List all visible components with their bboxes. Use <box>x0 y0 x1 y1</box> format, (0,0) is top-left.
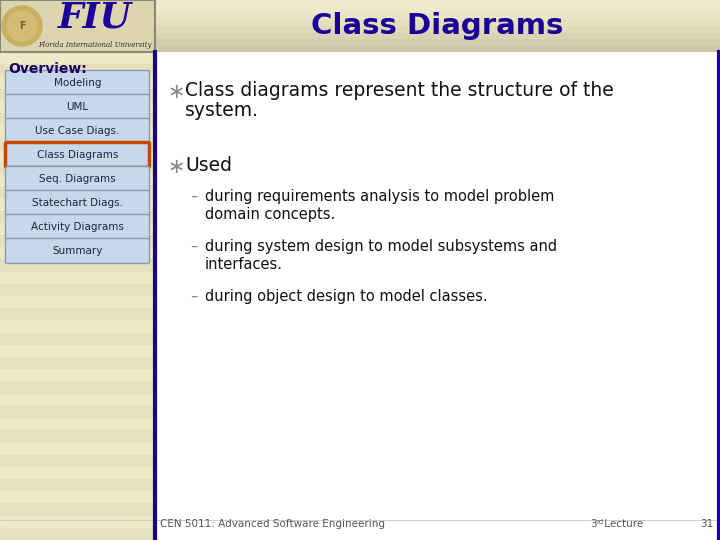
Circle shape <box>7 11 37 41</box>
Text: UML: UML <box>66 102 89 112</box>
Bar <box>0 39 720 45</box>
Bar <box>0 467 155 479</box>
Bar <box>0 247 155 259</box>
Bar <box>0 516 155 528</box>
Text: Florida International University: Florida International University <box>38 41 152 49</box>
Bar <box>0 137 155 150</box>
Text: Seq. Diagrams: Seq. Diagrams <box>39 174 116 184</box>
Bar <box>0 333 155 345</box>
Bar <box>0 0 155 52</box>
Text: Modeling: Modeling <box>54 78 102 88</box>
Bar <box>0 284 155 296</box>
Bar <box>0 296 155 308</box>
Bar <box>0 491 155 503</box>
Bar <box>0 503 155 516</box>
Text: Lecture: Lecture <box>601 519 643 529</box>
Bar <box>0 162 155 174</box>
Text: interfaces.: interfaces. <box>205 257 283 272</box>
Bar <box>0 455 155 467</box>
Bar <box>0 186 155 198</box>
Text: Summary: Summary <box>53 246 103 256</box>
Text: during object design to model classes.: during object design to model classes. <box>205 289 487 304</box>
Bar <box>0 272 155 284</box>
Bar <box>0 320 155 333</box>
Text: ∗: ∗ <box>167 82 184 102</box>
Bar <box>0 101 155 113</box>
Bar <box>0 345 155 357</box>
Bar <box>0 381 155 394</box>
Text: Used: Used <box>185 156 232 175</box>
Bar <box>0 89 155 101</box>
Bar <box>0 528 155 540</box>
Bar <box>0 442 155 455</box>
Bar <box>0 418 155 430</box>
Text: domain concepts.: domain concepts. <box>205 207 336 222</box>
Bar <box>0 52 155 64</box>
Bar <box>0 76 155 89</box>
FancyBboxPatch shape <box>6 191 150 215</box>
Bar <box>0 0 720 6</box>
Bar <box>0 394 155 406</box>
Bar <box>0 6 720 13</box>
Bar <box>0 479 155 491</box>
Bar <box>155 52 720 540</box>
Text: ∗: ∗ <box>167 157 184 177</box>
FancyBboxPatch shape <box>6 118 150 144</box>
Text: CEN 5011: Advanced Software Engineering: CEN 5011: Advanced Software Engineering <box>160 519 385 529</box>
Text: during requirements analysis to model problem: during requirements analysis to model pr… <box>205 189 554 204</box>
FancyBboxPatch shape <box>6 143 150 167</box>
Bar <box>0 19 720 26</box>
Text: F: F <box>19 21 25 31</box>
Text: Class Diagrams: Class Diagrams <box>311 12 563 40</box>
FancyBboxPatch shape <box>6 166 150 192</box>
Bar <box>0 223 155 235</box>
Bar <box>0 174 155 186</box>
Text: Overview:: Overview: <box>8 62 86 76</box>
Bar <box>0 45 720 52</box>
Text: during system design to model subsystems and: during system design to model subsystems… <box>205 239 557 254</box>
FancyBboxPatch shape <box>6 94 150 119</box>
Text: –: – <box>190 189 197 204</box>
FancyBboxPatch shape <box>6 239 150 264</box>
Bar <box>0 357 155 369</box>
Bar <box>0 235 155 247</box>
Bar <box>0 113 155 125</box>
FancyBboxPatch shape <box>6 214 150 240</box>
Bar <box>0 259 155 272</box>
Bar <box>0 125 155 137</box>
Bar <box>0 308 155 320</box>
Bar <box>0 406 155 418</box>
Text: FIU: FIU <box>58 1 132 35</box>
Bar <box>0 13 720 19</box>
Bar <box>0 430 155 442</box>
Bar <box>0 32 720 39</box>
Bar <box>0 150 155 162</box>
Bar <box>0 26 720 32</box>
Bar <box>0 211 155 223</box>
Text: –: – <box>190 239 197 254</box>
Bar <box>0 64 155 76</box>
Text: Use Case Diags.: Use Case Diags. <box>35 126 120 136</box>
Text: Statechart Diags.: Statechart Diags. <box>32 198 123 208</box>
Text: Class Diagrams: Class Diagrams <box>37 150 118 160</box>
Text: Class diagrams represent the structure of the: Class diagrams represent the structure o… <box>185 81 613 100</box>
Text: rd: rd <box>596 519 603 525</box>
Text: Activity Diagrams: Activity Diagrams <box>31 222 124 232</box>
FancyBboxPatch shape <box>6 71 150 96</box>
Text: 31: 31 <box>700 519 713 529</box>
Text: system.: system. <box>185 101 259 120</box>
Text: –: – <box>190 289 197 304</box>
Bar <box>0 369 155 381</box>
Text: 3: 3 <box>590 519 597 529</box>
Bar <box>0 198 155 211</box>
Circle shape <box>2 6 42 46</box>
